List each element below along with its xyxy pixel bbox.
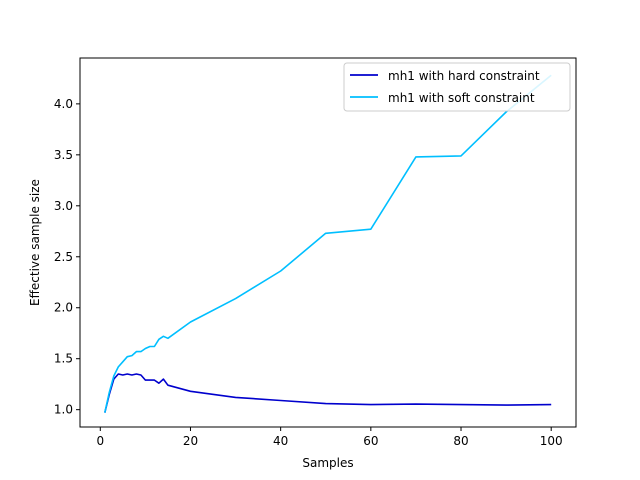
plot-frame xyxy=(79,57,577,428)
y-axis: 1.0 1.5 2.0 2.5 3.0 3.5 4.0 xyxy=(54,97,80,417)
y-axis-label: Effective sample size xyxy=(28,179,42,306)
series-line-1 xyxy=(104,74,552,413)
y-tick-label: 2.5 xyxy=(54,250,73,264)
x-tick-label: 80 xyxy=(453,434,468,448)
y-tick-label: 1.5 xyxy=(54,352,73,366)
x-tick-label: 40 xyxy=(273,434,288,448)
x-tick-label: 100 xyxy=(540,434,563,448)
legend-box xyxy=(343,62,571,112)
y-tick-label: 2.0 xyxy=(54,301,73,315)
y-tick-label: 4.0 xyxy=(54,97,73,111)
x-axis: 0 20 40 60 80 100 xyxy=(96,427,563,448)
y-tick-label: 3.0 xyxy=(54,199,73,213)
legend: mh1 with hard constraint mh1 with soft c… xyxy=(343,62,571,112)
x-tick-label: 20 xyxy=(183,434,198,448)
y-tick-label: 1.0 xyxy=(54,403,73,417)
series-line-0 xyxy=(104,373,552,413)
x-tick-label: 0 xyxy=(96,434,104,448)
y-tick-label: 3.5 xyxy=(54,148,73,162)
legend-label-soft: mh1 with soft constraint xyxy=(388,91,535,105)
legend-label-hard: mh1 with hard constraint xyxy=(388,69,540,83)
lines-layer xyxy=(104,74,552,413)
x-axis-label: Samples xyxy=(302,456,353,470)
x-tick-label: 60 xyxy=(363,434,378,448)
